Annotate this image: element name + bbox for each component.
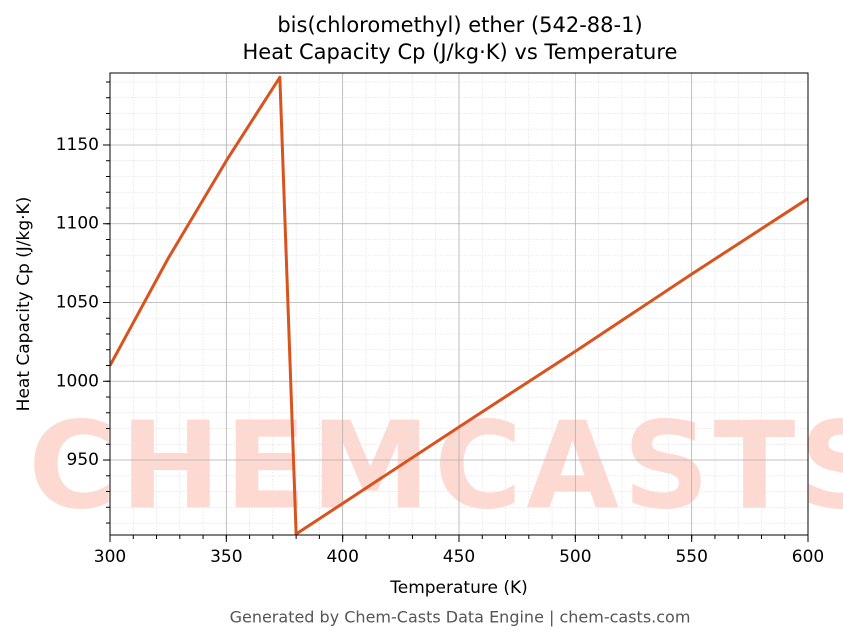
footer: Generated by Chem-Casts Data Engine | ch… [230,608,691,627]
x-tick-label: 300 [94,547,126,567]
x-tick-label: 550 [675,547,707,567]
x-tick-label: 450 [443,547,475,567]
x-tick-label: 500 [559,547,591,567]
plot-frame [109,72,809,536]
y-tick-label: 1000 [56,371,99,391]
x-tick-label: 600 [792,547,824,567]
y-axis-label: Heat Capacity Cp (J/kg·K) [14,197,34,412]
chart-title: bis(chloromethyl) ether (542-88-1) [277,13,642,37]
y-tick-label: 1100 [56,214,99,234]
x-tick-label: 350 [210,547,242,567]
x-axis-label: Temperature (K) [389,578,528,598]
x-tick-label: 400 [326,547,358,567]
y-tick-label: 950 [67,450,99,470]
y-tick-label: 1050 [56,293,99,313]
y-tick-label: 1150 [56,135,99,155]
chart-subtitle: Heat Capacity Cp (J/kg·K) vs Temperature [243,40,678,64]
data-line [110,75,808,536]
